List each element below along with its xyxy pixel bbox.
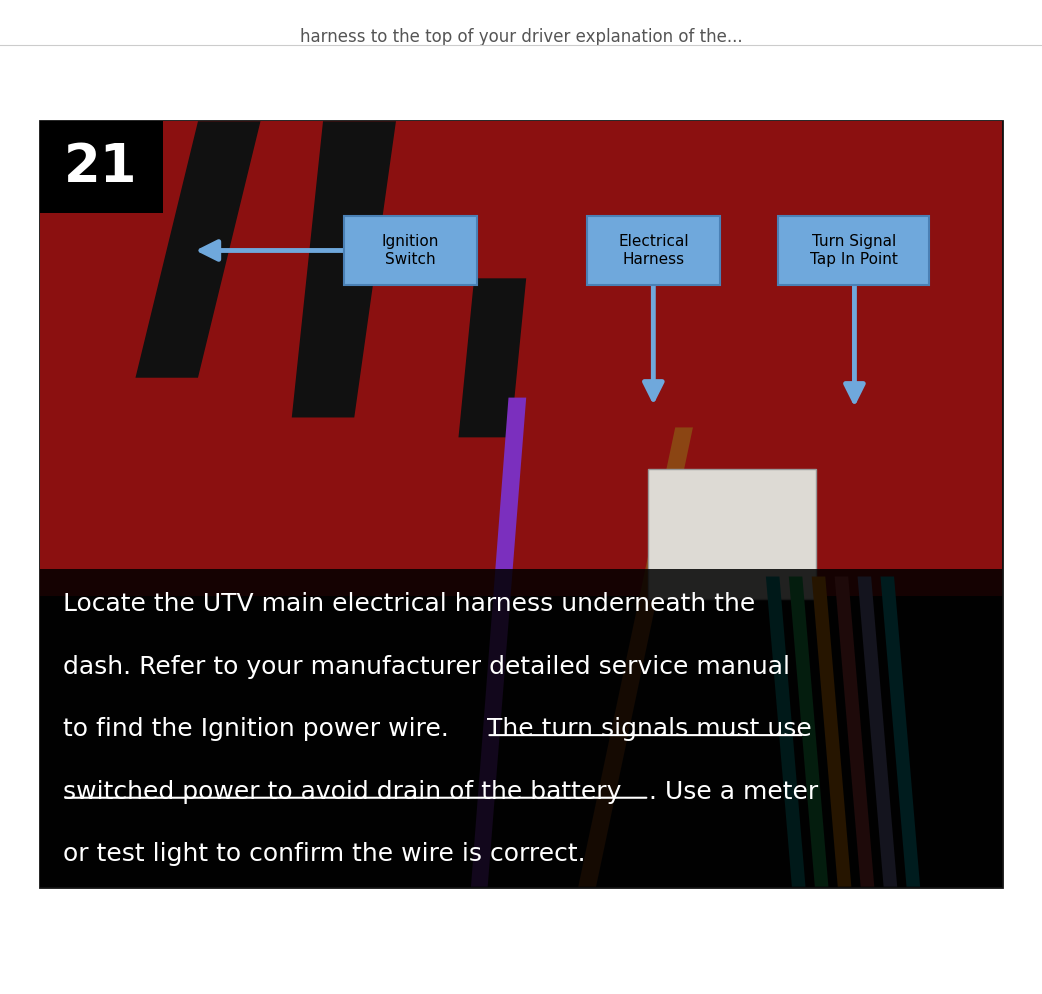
Text: Electrical
Harness: Electrical Harness: [618, 235, 689, 266]
FancyBboxPatch shape: [40, 121, 163, 213]
Polygon shape: [835, 577, 874, 887]
Polygon shape: [135, 121, 260, 378]
FancyBboxPatch shape: [40, 121, 1002, 887]
Text: Turn Signal
Tap In Point: Turn Signal Tap In Point: [810, 235, 898, 266]
Text: The turn signals must use: The turn signals must use: [487, 718, 812, 742]
Polygon shape: [858, 577, 897, 887]
Polygon shape: [789, 577, 828, 887]
Text: or test light to confirm the wire is correct.: or test light to confirm the wire is cor…: [63, 843, 586, 867]
Polygon shape: [458, 278, 526, 437]
Polygon shape: [292, 121, 396, 417]
FancyBboxPatch shape: [778, 216, 929, 285]
Text: . Use a meter: . Use a meter: [649, 780, 818, 804]
FancyBboxPatch shape: [40, 121, 1002, 634]
Polygon shape: [471, 398, 526, 887]
Polygon shape: [766, 577, 805, 887]
Text: 21: 21: [65, 141, 138, 193]
Text: Locate the UTV main electrical harness underneath the: Locate the UTV main electrical harness u…: [63, 592, 754, 616]
FancyBboxPatch shape: [40, 595, 1002, 887]
FancyBboxPatch shape: [344, 216, 477, 285]
FancyBboxPatch shape: [587, 216, 720, 285]
Polygon shape: [880, 577, 920, 887]
FancyBboxPatch shape: [648, 469, 816, 599]
Text: switched power to avoid drain of the battery: switched power to avoid drain of the bat…: [63, 780, 621, 804]
Text: harness to the top of your driver explanation of the...: harness to the top of your driver explan…: [300, 28, 742, 46]
FancyBboxPatch shape: [40, 569, 1002, 887]
Text: Ignition
Switch: Ignition Switch: [381, 235, 440, 266]
Polygon shape: [812, 577, 851, 887]
Text: to find the Ignition power wire.: to find the Ignition power wire.: [63, 718, 456, 742]
Text: dash. Refer to your manufacturer detailed service manual: dash. Refer to your manufacturer detaile…: [63, 655, 790, 679]
Polygon shape: [578, 427, 693, 887]
